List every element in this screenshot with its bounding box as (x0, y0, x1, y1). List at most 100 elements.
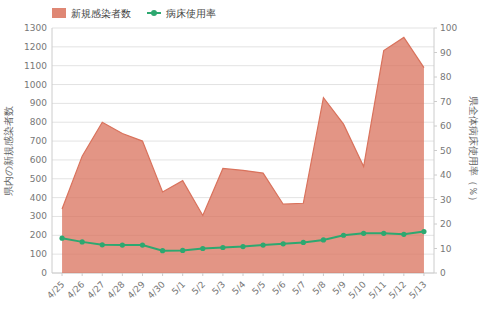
grid-line (52, 46, 434, 47)
x-tick-label: 4/25 (45, 279, 66, 300)
grid-line (52, 65, 434, 66)
x-tick (222, 273, 223, 276)
x-tick-label: 5/1 (170, 279, 187, 296)
y2-tick-label: 30 (440, 195, 452, 205)
marker (220, 245, 225, 250)
x-tick-label: 4/29 (126, 279, 148, 301)
y-tick-label: 1200 (24, 42, 47, 52)
x-tick (423, 273, 424, 276)
marker (120, 242, 125, 247)
legend-label: 病床使用率 (166, 8, 216, 19)
x-tick (263, 273, 264, 276)
legend-swatch (52, 8, 66, 18)
marker (401, 232, 406, 237)
marker (100, 242, 105, 247)
x-tick-label: 5/4 (230, 279, 248, 297)
marker (321, 237, 326, 242)
y2-axis-label: 県全体病床使用率（％） (468, 96, 479, 206)
x-tick (82, 273, 83, 276)
y2-tick-label: 100 (440, 23, 457, 33)
marker (261, 242, 266, 247)
marker (80, 239, 85, 244)
marker (341, 233, 346, 238)
x-tick (202, 273, 203, 276)
x-tick-label: 5/10 (347, 279, 369, 301)
y-tick-label: 0 (41, 268, 47, 278)
y-tick-label: 1100 (24, 61, 47, 71)
x-tick-label: 5/7 (290, 279, 307, 296)
y2-tick-label: 50 (440, 146, 452, 156)
y-tick-label: 400 (30, 193, 47, 203)
marker (421, 229, 426, 234)
y-tick-label: 500 (30, 174, 47, 184)
x-tick-label: 5/6 (270, 279, 288, 297)
x-tick (383, 273, 384, 276)
grid-line (52, 28, 434, 29)
y-tick-label: 100 (30, 249, 47, 259)
x-tick-label: 4/28 (105, 279, 127, 301)
y-tick-label: 600 (30, 155, 47, 165)
x-tick-label: 5/2 (190, 279, 207, 296)
chart: 0100200300400500600700800900100011001200… (0, 0, 480, 309)
marker (200, 246, 205, 251)
marker (361, 231, 366, 236)
x-tick-label: 5/5 (250, 279, 267, 296)
y-tick-label: 900 (30, 98, 47, 108)
x-tick-label: 4/26 (65, 279, 87, 301)
y2-axis (434, 28, 435, 273)
x-tick-label: 4/27 (85, 279, 106, 300)
area-fill (62, 37, 424, 273)
marker (180, 248, 185, 253)
x-tick (363, 273, 364, 276)
plot-area (59, 37, 426, 273)
grid (52, 28, 434, 273)
y-tick-label: 300 (30, 211, 47, 221)
x-tick (122, 273, 123, 276)
marker (140, 242, 145, 247)
marker (160, 248, 165, 253)
marker (281, 241, 286, 246)
legend-label: 新規感染者数 (71, 8, 131, 19)
y2-tick-label: 70 (440, 97, 452, 107)
x-tick (403, 273, 404, 276)
y-tick-label: 1000 (24, 80, 47, 90)
area-line (62, 37, 424, 215)
y-axis-label: 県内の新規感染者数 (3, 106, 14, 196)
x-tick-label: 4/30 (146, 279, 168, 301)
x-tick-label: 5/12 (387, 279, 408, 300)
legend-marker (151, 10, 157, 16)
line (62, 232, 424, 251)
y2-tick-label: 60 (440, 121, 452, 131)
x-tick (162, 273, 163, 276)
x-tick (62, 273, 63, 276)
y-tick-label: 800 (30, 117, 47, 127)
x-tick (142, 273, 143, 276)
y-tick-label: 200 (30, 230, 47, 240)
y2-tick-label: 80 (440, 72, 452, 82)
y2-tick-label: 40 (440, 170, 452, 180)
y2-tick-label: 0 (440, 268, 446, 278)
x-tick (182, 273, 183, 276)
x-tick (102, 273, 103, 276)
y-tick-label: 700 (30, 136, 47, 146)
x-tick-label: 5/8 (311, 279, 329, 297)
y2-tick-label: 90 (440, 48, 452, 58)
marker (381, 231, 386, 236)
y-axis (52, 28, 53, 273)
y-tick-label: 1300 (24, 23, 47, 33)
y2-tick-label: 20 (440, 219, 452, 229)
legend: 新規感染者数 病床使用率 (52, 8, 216, 19)
marker (301, 240, 306, 245)
x-tick-label: 5/9 (331, 279, 349, 297)
x-tick (343, 273, 344, 276)
x-tick-label: 5/13 (407, 279, 428, 300)
x-tick-label: 5/11 (367, 279, 388, 300)
marker (240, 244, 245, 249)
x-tick (323, 273, 324, 276)
x-tick (243, 273, 244, 276)
y2-tick-label: 10 (440, 244, 452, 254)
x-tick-label: 5/3 (210, 279, 227, 296)
marker (59, 236, 64, 241)
x-tick (303, 273, 304, 276)
grid-line (52, 84, 434, 85)
